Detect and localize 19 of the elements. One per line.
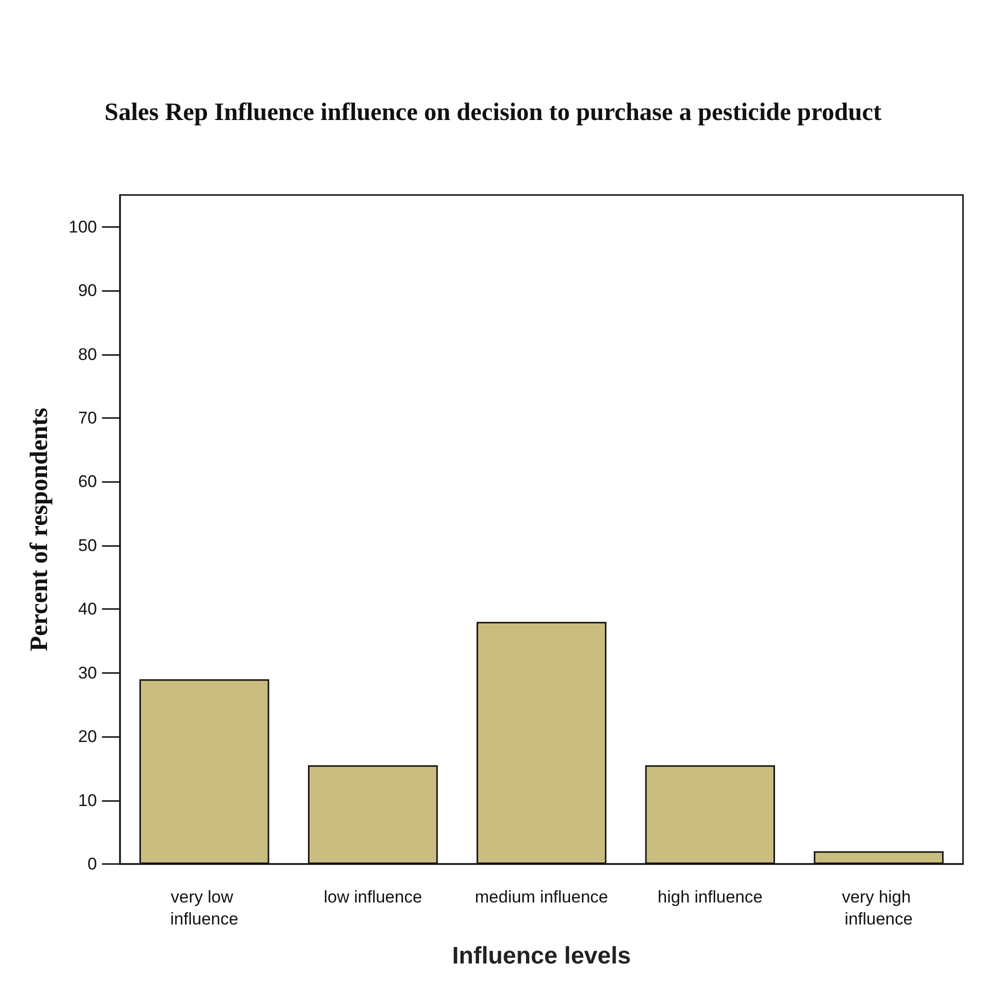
chart-title: Sales Rep Influence influence on decision to purchase a pesticide product xyxy=(104,99,882,126)
x-axis-title: Influence levels xyxy=(452,942,631,970)
x-tick-label: very high influence xyxy=(842,888,916,928)
y-tick-label: 30 xyxy=(78,663,97,682)
y-tick-label: 60 xyxy=(78,472,97,492)
y-axis-title: Percent of respondents xyxy=(26,407,53,652)
y-tick-label: 90 xyxy=(78,281,97,300)
y-tick-label: 100 xyxy=(68,217,97,236)
y-tick-label: 80 xyxy=(78,344,97,364)
y-tick-label: 70 xyxy=(78,408,97,428)
x-tick-label: low influence xyxy=(324,888,422,906)
y-tick-label: 50 xyxy=(78,536,97,555)
x-tick-label: medium influence xyxy=(474,888,608,906)
y-tick-label: 10 xyxy=(78,790,97,810)
y-tick-label: 40 xyxy=(78,600,97,619)
y-tick-label: 0 xyxy=(88,854,97,874)
x-tick-label: very low influence xyxy=(170,888,238,928)
y-tick-label: 20 xyxy=(78,727,97,746)
x-tick-label: high influence xyxy=(658,888,763,906)
